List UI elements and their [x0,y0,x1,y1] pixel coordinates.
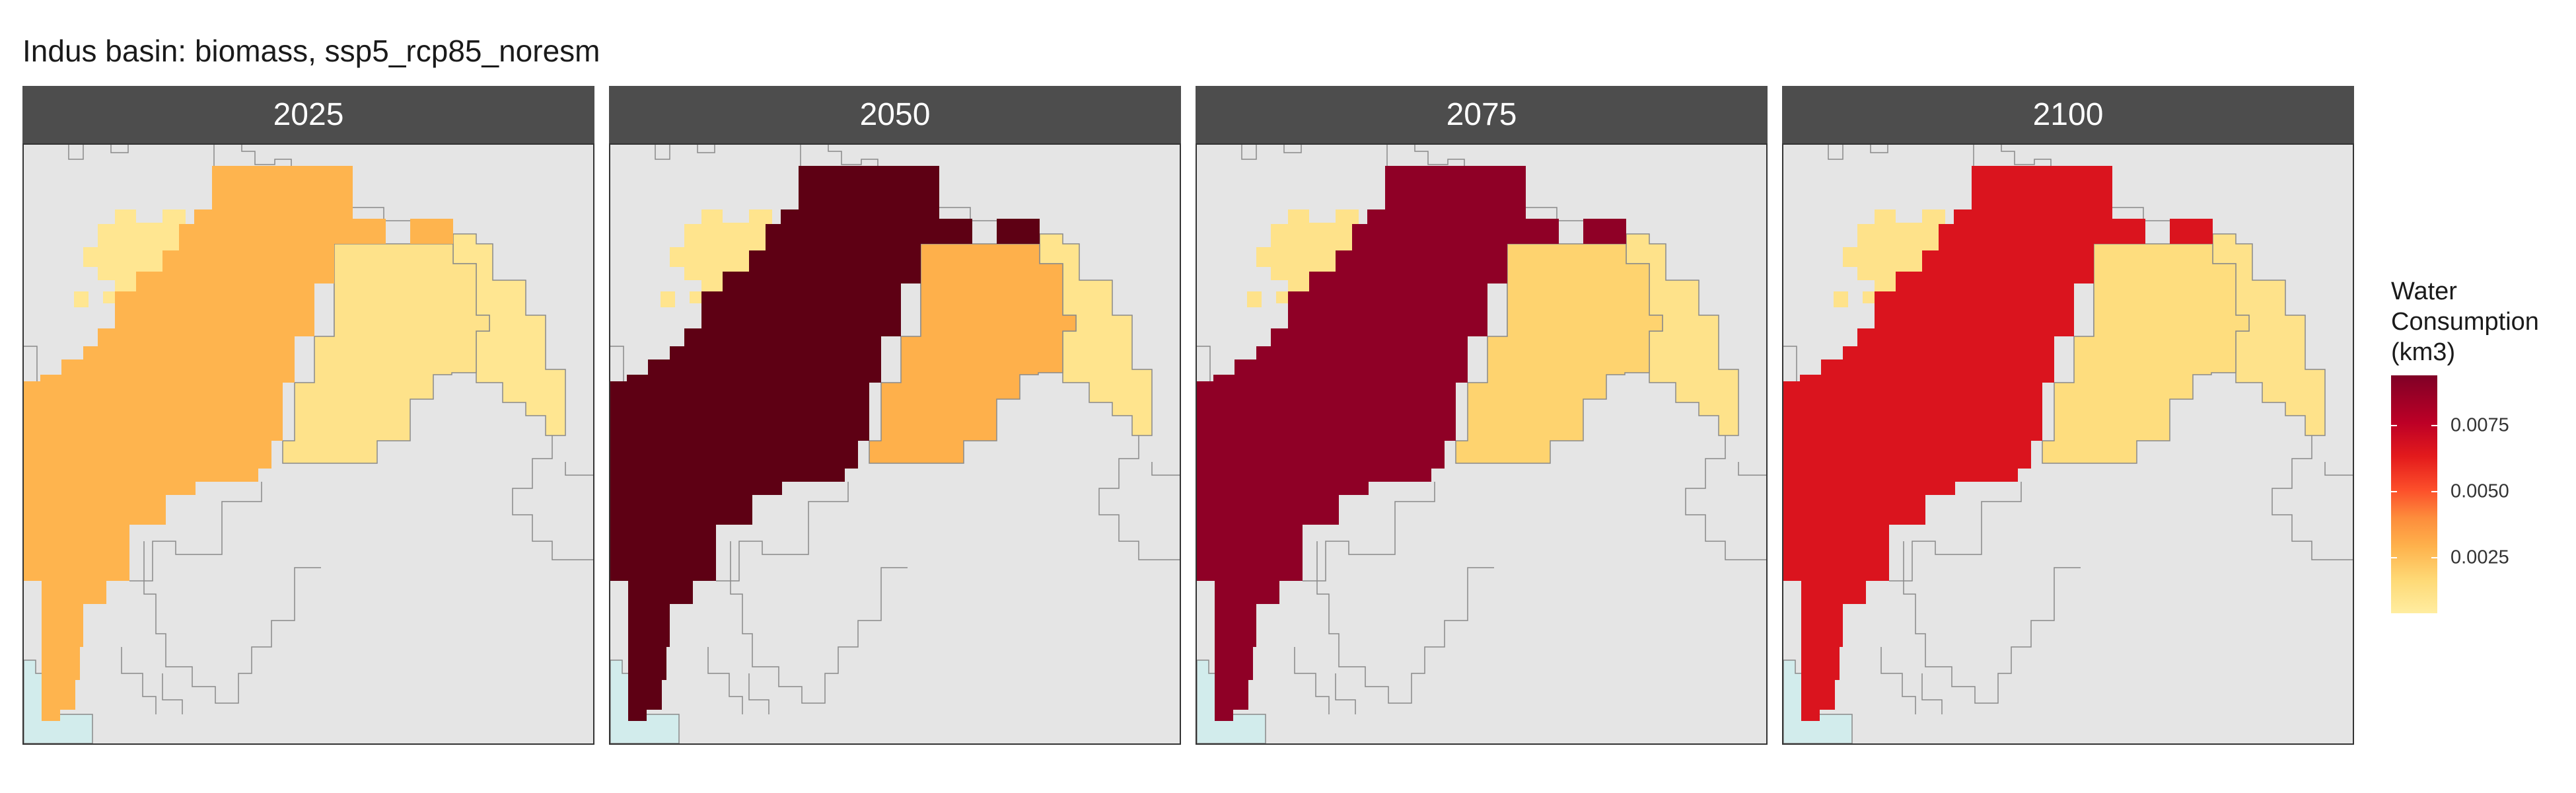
admin-border-line [143,541,321,704]
legend-colorbar-area: 0.0025 0.0050 0.0075 [2391,375,2539,613]
admin-border-line [1889,482,2022,582]
legend-title: Water Consumption (km3) [2391,276,2539,367]
admin-border-line [1870,145,1888,153]
admin-border-line [129,482,262,582]
admin-border-line [512,435,593,560]
admin-border-line [162,673,183,714]
color-legend: Water Consumption (km3) 0.0025 0.0050 0.… [2391,276,2539,613]
admin-border-line [110,145,129,153]
west-region [610,166,1040,721]
map-area [609,143,1181,745]
admin-border-line [1685,435,1766,560]
chart-title: Indus basin: biomass, ssp5_rcp85_noresm [22,34,600,68]
northwest-cell [74,291,89,307]
legend-title-line: (km3) [2391,338,2456,366]
map-panel-2050: 2050 [609,86,1181,745]
admin-border-line [1880,647,1916,714]
admin-border-line [2112,207,2173,221]
legend-tick-mark [2431,557,2437,558]
legend-tick-mark [2391,425,2397,426]
admin-border-line [2324,462,2353,476]
panel-label: 2050 [609,86,1181,143]
admin-border-line [1526,207,1587,221]
panel-label: 2075 [1196,86,1768,143]
admin-border-line [939,207,1000,221]
admin-border-line [1303,482,1435,582]
map-panel-2075: 2075 [1196,86,1768,745]
legend-colorbar [2391,375,2437,613]
legend-title-line: Consumption [2391,308,2539,336]
admin-border-line [1738,462,1766,476]
northwest-cell [661,291,675,307]
legend-tick-mark [2431,425,2437,426]
panel-label: 2025 [22,86,594,143]
west-region [1197,166,1626,721]
northwest-region [83,209,186,346]
admin-border-line [716,482,849,582]
admin-border-line [121,647,157,714]
admin-border-line [565,462,593,476]
legend-tick-mark [2431,491,2437,492]
west-region [1783,166,2213,721]
admin-border-line [1283,145,1302,153]
admin-border-line [2272,435,2353,560]
admin-border-line [1241,145,1257,160]
map-area [1782,143,2354,745]
admin-border-line [1828,145,1843,160]
map-area [1196,143,1768,745]
admin-border-line [730,541,908,704]
admin-border-line [68,145,84,160]
map-area [22,143,594,745]
legend-tick-label: 0.0075 [2451,414,2509,436]
admin-border-line [1294,647,1330,714]
admin-border-line [748,673,769,714]
admin-border-line [353,207,413,221]
admin-border-line [707,647,743,714]
admin-border-line [1335,673,1356,714]
legend-tick-mark [2391,557,2397,558]
northwest-region [1843,209,1945,346]
admin-border-line [1151,462,1180,476]
northwest-cell [1834,291,1848,307]
northwest-cell [1247,291,1262,307]
northwest-region [670,209,772,346]
panel-label: 2100 [1782,86,2354,143]
map-panel-2100: 2100 [1782,86,2354,745]
map-panel-2025: 2025 [22,86,594,745]
admin-border-line [1098,435,1180,560]
west-region [24,166,453,721]
admin-border-line [1316,541,1494,704]
admin-border-line [1921,673,1943,714]
admin-border-line [697,145,715,153]
legend-tick-label: 0.0025 [2451,547,2509,568]
admin-border-line [1903,541,2081,704]
northwest-region [1256,209,1359,346]
legend-title-line: Water [2391,278,2457,305]
legend-tick-mark [2391,491,2397,492]
admin-border-line [655,145,670,160]
legend-tick-label: 0.0050 [2451,480,2509,502]
